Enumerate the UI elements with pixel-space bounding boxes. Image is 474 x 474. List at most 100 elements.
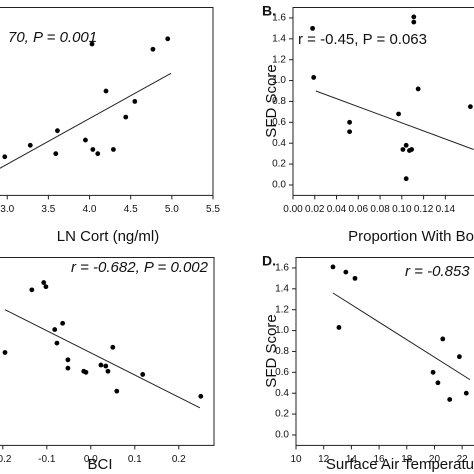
x-tick-label: 0.04 bbox=[327, 204, 347, 215]
annotation: r = -0.853 bbox=[405, 263, 470, 280]
y-tick-label: 0.6 bbox=[275, 367, 289, 378]
x-tick-label: 0.2 bbox=[172, 454, 186, 465]
annotation: 70, P = 0.001 bbox=[8, 29, 97, 46]
x-tick-label: 18 bbox=[401, 454, 413, 465]
y-tick-label: 0.8 bbox=[272, 96, 286, 107]
y-tick-label: 0.0 bbox=[275, 430, 289, 441]
x-tick-label: 4.5 bbox=[124, 204, 138, 215]
y-tick-label: 1.0 bbox=[272, 75, 286, 86]
x-axis-title: Surface Air Temperatu bbox=[326, 456, 474, 473]
point bbox=[60, 320, 66, 326]
point bbox=[467, 104, 473, 110]
point bbox=[415, 86, 421, 92]
point bbox=[105, 368, 111, 374]
y-tick-label: 0.4 bbox=[275, 388, 289, 399]
x-tick-label: -0.1 bbox=[38, 454, 56, 465]
y-tick-label: 0.2 bbox=[272, 159, 286, 170]
point bbox=[43, 284, 49, 290]
point bbox=[409, 147, 415, 152]
fit-line bbox=[315, 90, 474, 150]
annotation: r = -0.682, P = 0.002 bbox=[71, 259, 209, 276]
x-tick-label: 10 bbox=[290, 454, 302, 465]
point bbox=[140, 372, 146, 377]
x-tick-label: 0.10 bbox=[392, 204, 412, 215]
point bbox=[310, 25, 315, 31]
y-tick-label: 1.6 bbox=[275, 263, 289, 274]
point bbox=[352, 275, 358, 281]
point bbox=[52, 327, 58, 332]
point bbox=[95, 151, 101, 157]
x-tick-label: 22 bbox=[457, 454, 469, 465]
fit-line bbox=[332, 292, 471, 381]
point bbox=[90, 147, 96, 152]
plot-frame bbox=[0, 7, 214, 196]
panel: -0.2 -0.1 0.0 0.1 0.2 r = -0.682, P = 0.002 BC… bbox=[0, 257, 215, 473]
point bbox=[103, 88, 109, 94]
panel: 0.00 0.02 0.04 0.06 0.08 0.10 0.12 0.14 0.0 0.2 0.… bbox=[262, 3, 474, 245]
point bbox=[29, 287, 35, 293]
x-tick-label: 5.5 bbox=[206, 204, 220, 215]
fit-line bbox=[0, 72, 172, 169]
point bbox=[311, 75, 317, 80]
y-tick-label: 1.0 bbox=[275, 325, 289, 336]
x-tick-label: 0.14 bbox=[436, 204, 456, 215]
panel-label: B. bbox=[262, 3, 276, 19]
point bbox=[403, 176, 409, 182]
point bbox=[150, 46, 156, 52]
point bbox=[53, 151, 59, 157]
point bbox=[440, 336, 446, 342]
y-tick-label: 1.6 bbox=[272, 13, 286, 24]
point bbox=[430, 369, 436, 375]
point bbox=[98, 362, 104, 368]
point bbox=[123, 114, 129, 120]
point bbox=[83, 369, 89, 375]
plot-frame bbox=[0, 257, 215, 446]
point bbox=[83, 137, 88, 143]
point bbox=[403, 142, 409, 148]
x-tick-label: 3.0 bbox=[0, 204, 14, 215]
point bbox=[103, 363, 109, 369]
x-tick-label: 0.08 bbox=[370, 204, 390, 215]
point bbox=[165, 36, 171, 42]
x-tick-label: 0.00 bbox=[283, 204, 303, 215]
panel-label: D. bbox=[262, 253, 276, 269]
y-tick-label: 0.8 bbox=[275, 346, 289, 357]
x-tick-label: 0.0 bbox=[84, 454, 98, 465]
point bbox=[411, 19, 417, 25]
point bbox=[55, 128, 60, 134]
y-tick-label: 1.2 bbox=[275, 304, 289, 315]
y-axis-title: SFD Score bbox=[263, 64, 280, 137]
point bbox=[411, 14, 417, 20]
point bbox=[65, 357, 71, 363]
point bbox=[396, 111, 401, 117]
x-tick-label: 20 bbox=[429, 454, 441, 465]
point bbox=[41, 280, 47, 285]
y-tick-label: 0.2 bbox=[275, 409, 289, 420]
panel: 3.0 3.5 4.0 4.5 5.0 5.5 70, P = 0.001 LN Cort (… bbox=[0, 7, 220, 245]
point bbox=[114, 388, 120, 394]
x-axis-title: BCI bbox=[87, 456, 112, 473]
plot-frame bbox=[295, 257, 474, 446]
panel: 10 12 14 16 18 20 22 0.0 0.2 0.4 0.6 0.8 1.0 1.2 1.4 1.… bbox=[262, 253, 474, 473]
y-tick-label: 1.4 bbox=[272, 33, 286, 44]
x-tick-label: -0.2 bbox=[0, 454, 12, 465]
point bbox=[456, 354, 462, 360]
point bbox=[27, 142, 33, 148]
point bbox=[2, 154, 8, 160]
x-tick-label: 0.1 bbox=[128, 454, 142, 465]
point bbox=[347, 129, 352, 135]
y-tick-label: 1.4 bbox=[275, 283, 289, 294]
x-tick-label: 14 bbox=[346, 454, 358, 465]
y-tick-label: 0.6 bbox=[272, 117, 286, 128]
point bbox=[132, 99, 138, 104]
point bbox=[89, 41, 95, 47]
point bbox=[447, 397, 453, 402]
fit-line bbox=[4, 309, 201, 409]
x-tick-label: 3.5 bbox=[41, 204, 55, 215]
point bbox=[400, 147, 406, 152]
point bbox=[347, 119, 352, 125]
x-tick-label: 4.0 bbox=[83, 204, 97, 215]
point bbox=[336, 325, 342, 330]
